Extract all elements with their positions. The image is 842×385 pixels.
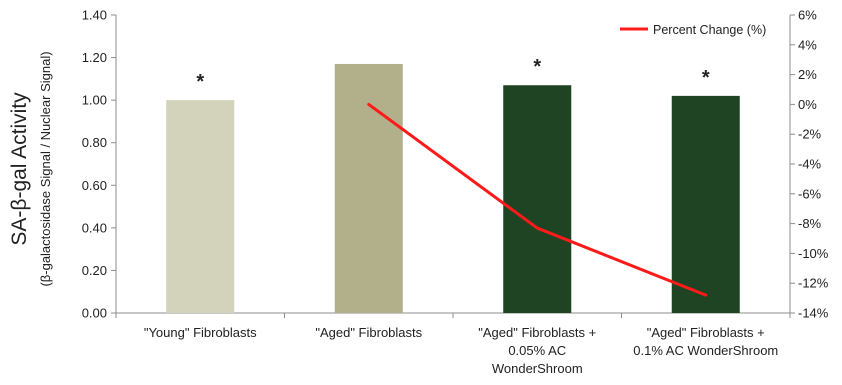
y-left-tick-label: 0.00 — [82, 306, 107, 321]
y-left-tick-label: 1.40 — [82, 8, 107, 23]
y-right-tick-label: -6% — [798, 186, 822, 201]
bar — [334, 63, 403, 314]
y-right-tick-label: 4% — [798, 37, 817, 52]
significance-marker: * — [196, 71, 204, 93]
y-left-tick-label: 0.60 — [82, 178, 107, 193]
x-tick-label: "Aged" Fibroblasts +0.05% AC WonderShroom — [478, 325, 596, 376]
y-right-tick-label: -12% — [798, 276, 829, 291]
percent-change-polyline — [367, 102, 708, 297]
bar — [503, 85, 572, 313]
y-left-tick-label: 1.00 — [82, 93, 107, 108]
y-right-tick-label: -8% — [798, 216, 822, 231]
y-left-tick-label: 0.80 — [82, 135, 107, 150]
y-right-tick-label: -2% — [798, 127, 822, 142]
legend-label: Percent Change (%) — [653, 23, 766, 37]
x-tick-label: "Aged" Fibroblasts — [315, 325, 422, 340]
y-right-tick-label: -4% — [798, 157, 822, 172]
y-axis-subtitle: (β-galactosidase Signal / Nuclear Signal… — [38, 51, 53, 286]
significance-marker: * — [702, 67, 710, 89]
y-right-tick-label: -14% — [798, 306, 829, 321]
y-left-tick-label: 0.40 — [82, 220, 107, 235]
y-axis-title-group: SA-β-gal Activity (β-galactosidase Signa… — [8, 51, 53, 286]
y-right-tick-label: 6% — [798, 8, 817, 23]
significance-marker: * — [533, 56, 541, 78]
y-left-tick-label: 1.20 — [82, 50, 107, 65]
y-left-tick-label: 0.20 — [82, 263, 107, 278]
axes: 0.00 0.20 0.40 0.60 0.80 1.00 1.20 1.40 -14% -12%… — [82, 8, 829, 321]
percent-change-line — [367, 102, 708, 297]
y-axis-title: SA-β-gal Activity — [8, 92, 31, 246]
y-right-tick-label: 2% — [798, 67, 817, 82]
y-right-tick-label: -10% — [798, 246, 829, 261]
bar — [671, 95, 740, 313]
labels: * * * "Young" Fibroblasts "Aged" Fibroblasts… — [144, 56, 778, 376]
x-tick-label: "Aged" Fibroblasts +0.1% AC WonderShroom — [633, 325, 778, 358]
x-tick-label: "Young" Fibroblasts — [144, 325, 257, 340]
legend: Percent Change (%) — [620, 23, 766, 37]
bar — [166, 100, 235, 314]
y-right-tick-label: 0% — [798, 97, 817, 112]
bars — [166, 63, 740, 314]
